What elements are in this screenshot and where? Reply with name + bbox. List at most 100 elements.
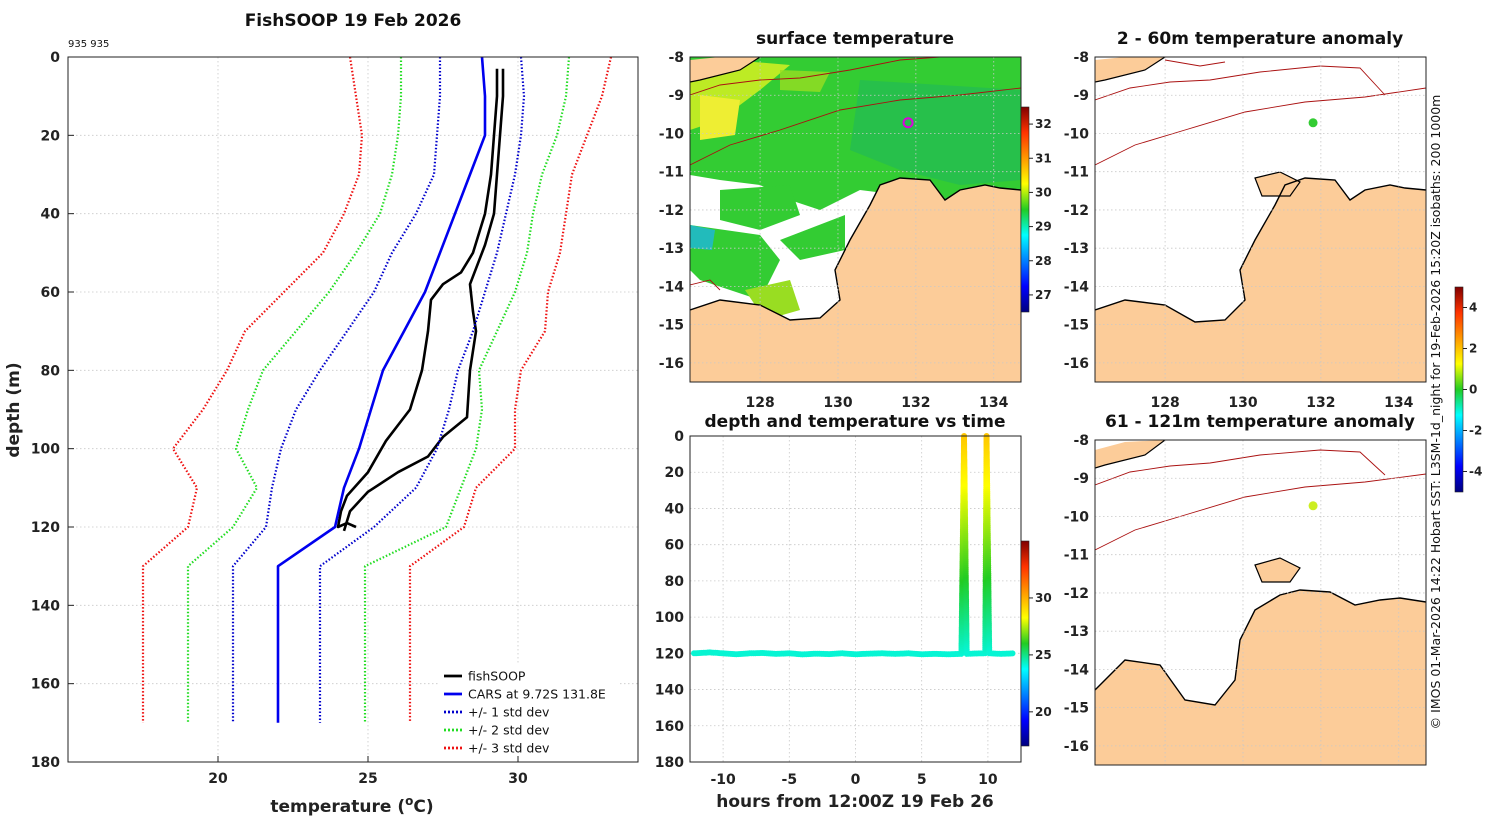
profile-xlabel: temperature (oC) bbox=[270, 794, 433, 817]
y-tick-label: 80 bbox=[665, 574, 685, 590]
anomaly-shallow-panel: 2 - 60m temperature anomaly 128 130 132 134… bbox=[1064, 29, 1427, 411]
series-line bbox=[231, 57, 442, 723]
lon-tick-label: 128 bbox=[1150, 395, 1179, 411]
sst-colorbar bbox=[1020, 106, 1030, 313]
y-tick-label: 80 bbox=[41, 363, 61, 379]
lat-tick-label: -14 bbox=[659, 279, 685, 295]
lat-tick-label: -16 bbox=[1064, 739, 1089, 755]
y-tick-label: 160 bbox=[655, 719, 684, 735]
time-panel: depth and temperature vs time -10 -5 0 5 100… bbox=[655, 412, 1052, 812]
anomaly-shallow-marker bbox=[1308, 118, 1318, 128]
series-line bbox=[342, 68, 505, 532]
lon-tick-label: 134 bbox=[979, 395, 1008, 411]
lat-tick-label: -14 bbox=[1064, 279, 1090, 295]
credit-text: © IMOS 01-Mar-2026 14:22 Hobart SST: L3S… bbox=[1428, 95, 1443, 730]
anomaly-shallow-title: 2 - 60m temperature anomaly bbox=[1117, 29, 1403, 49]
colorbar-tick-label: -2 bbox=[1469, 424, 1482, 438]
y-tick-label: 140 bbox=[31, 598, 60, 614]
lat-tick-label: -8 bbox=[1073, 50, 1089, 66]
colorbar-tick-label: -4 bbox=[1469, 465, 1482, 479]
x-tick-label: 5 bbox=[917, 772, 927, 788]
time-colorbar bbox=[1020, 540, 1030, 747]
colorbar-tick-label: 20 bbox=[1035, 705, 1052, 719]
legend-label: CARS at 9.72S 131.8E bbox=[468, 687, 606, 702]
series-line bbox=[363, 56, 571, 723]
lat-tick-label: -9 bbox=[668, 88, 684, 104]
y-tick-label: 160 bbox=[31, 677, 60, 693]
sst-title: surface temperature bbox=[756, 29, 954, 49]
profile-series bbox=[141, 56, 613, 723]
anomaly-deep-frame bbox=[1094, 439, 1427, 766]
lat-tick-label: -8 bbox=[668, 50, 684, 66]
x-tick-label: -10 bbox=[710, 772, 736, 788]
lat-tick-label: -11 bbox=[659, 165, 684, 181]
anomaly-deep-ticks: -8 -9 -10 -11 -12 -13 -14 -15 -16 bbox=[1064, 433, 1090, 755]
anomaly-deep-map bbox=[1095, 440, 1426, 765]
lat-tick-label: -12 bbox=[1064, 586, 1089, 602]
profile-ylabel: depth (m) bbox=[4, 362, 24, 457]
anomaly-shallow-frame bbox=[1094, 56, 1427, 383]
profile-panel: FishSOOP 19 Feb 2026 935 935 20 25 30 0 20 40… bbox=[4, 11, 639, 817]
y-tick-label: 140 bbox=[655, 683, 684, 699]
lat-tick-label: -8 bbox=[1073, 433, 1089, 449]
anomaly-colorbar-ticks: -4 -2 0 2 4 bbox=[1463, 301, 1482, 479]
lat-tick-label: -13 bbox=[1064, 624, 1089, 640]
lat-tick-label: -9 bbox=[1073, 88, 1089, 104]
x-tick-label: 20 bbox=[208, 771, 228, 787]
colorbar-tick-label: 27 bbox=[1035, 288, 1052, 302]
lat-tick-label: -15 bbox=[659, 318, 684, 334]
y-tick-label: 0 bbox=[674, 429, 684, 445]
y-tick-label: 180 bbox=[655, 755, 684, 771]
data-point bbox=[1009, 650, 1016, 657]
colorbar-tick-label: 0 bbox=[1469, 383, 1477, 397]
lat-tick-label: -14 bbox=[1064, 662, 1090, 678]
lat-tick-label: -12 bbox=[1064, 203, 1089, 219]
colorbar-tick-label: 32 bbox=[1035, 117, 1052, 131]
sst-map bbox=[690, 57, 1021, 382]
y-tick-label: 40 bbox=[665, 501, 685, 517]
anomaly-deep-panel: 61 - 121m temperature anomaly -8 -9 -10 -11… bbox=[1064, 286, 1482, 766]
lon-tick-label: 132 bbox=[1306, 395, 1335, 411]
profile-annotation: 935 935 bbox=[68, 39, 109, 50]
colorbar-tick-label: 4 bbox=[1469, 301, 1477, 315]
time-colorbar-ticks: 20 25 30 bbox=[1029, 591, 1052, 719]
x-tick-label: 25 bbox=[358, 771, 377, 787]
colorbar-tick-label: 31 bbox=[1035, 151, 1052, 165]
lon-tick-label: 130 bbox=[823, 395, 852, 411]
legend-label: fishSOOP bbox=[468, 669, 526, 684]
time-title: depth and temperature vs time bbox=[705, 412, 1006, 432]
colorbar-tick-label: 30 bbox=[1035, 185, 1052, 199]
sst-location-marker bbox=[902, 117, 914, 129]
time-grid bbox=[690, 435, 1021, 763]
lat-tick-label: -15 bbox=[1064, 701, 1089, 717]
lat-tick-label: -15 bbox=[1064, 318, 1089, 334]
lat-tick-label: -9 bbox=[1073, 471, 1089, 487]
y-tick-label: 100 bbox=[655, 610, 684, 626]
lon-tick-label: 134 bbox=[1384, 395, 1413, 411]
lat-tick-label: -11 bbox=[1064, 548, 1089, 564]
time-series bbox=[691, 433, 1016, 658]
y-tick-label: 20 bbox=[665, 465, 685, 481]
lon-tick-label: 130 bbox=[1228, 395, 1257, 411]
profile-grid bbox=[68, 56, 638, 763]
series-line bbox=[336, 68, 499, 529]
series-line bbox=[408, 56, 613, 723]
series-line bbox=[318, 56, 526, 723]
x-tick-label: -5 bbox=[782, 772, 798, 788]
lon-tick-label: 128 bbox=[745, 395, 774, 411]
y-tick-label: 20 bbox=[41, 128, 61, 144]
lat-tick-label: -10 bbox=[1064, 126, 1090, 142]
x-tick-label: 0 bbox=[851, 772, 861, 788]
anomaly-shallow-map bbox=[1095, 57, 1426, 382]
x-tick-label: 10 bbox=[978, 772, 998, 788]
colorbar-tick-label: 29 bbox=[1035, 220, 1052, 234]
y-tick-label: 60 bbox=[665, 538, 685, 554]
lat-tick-label: -11 bbox=[1064, 165, 1089, 181]
series-line bbox=[186, 57, 403, 723]
series-line bbox=[141, 56, 364, 723]
anomaly-deep-title: 61 - 121m temperature anomaly bbox=[1105, 412, 1415, 432]
colorbar-tick-label: 28 bbox=[1035, 254, 1052, 268]
y-tick-label: 120 bbox=[31, 520, 60, 536]
